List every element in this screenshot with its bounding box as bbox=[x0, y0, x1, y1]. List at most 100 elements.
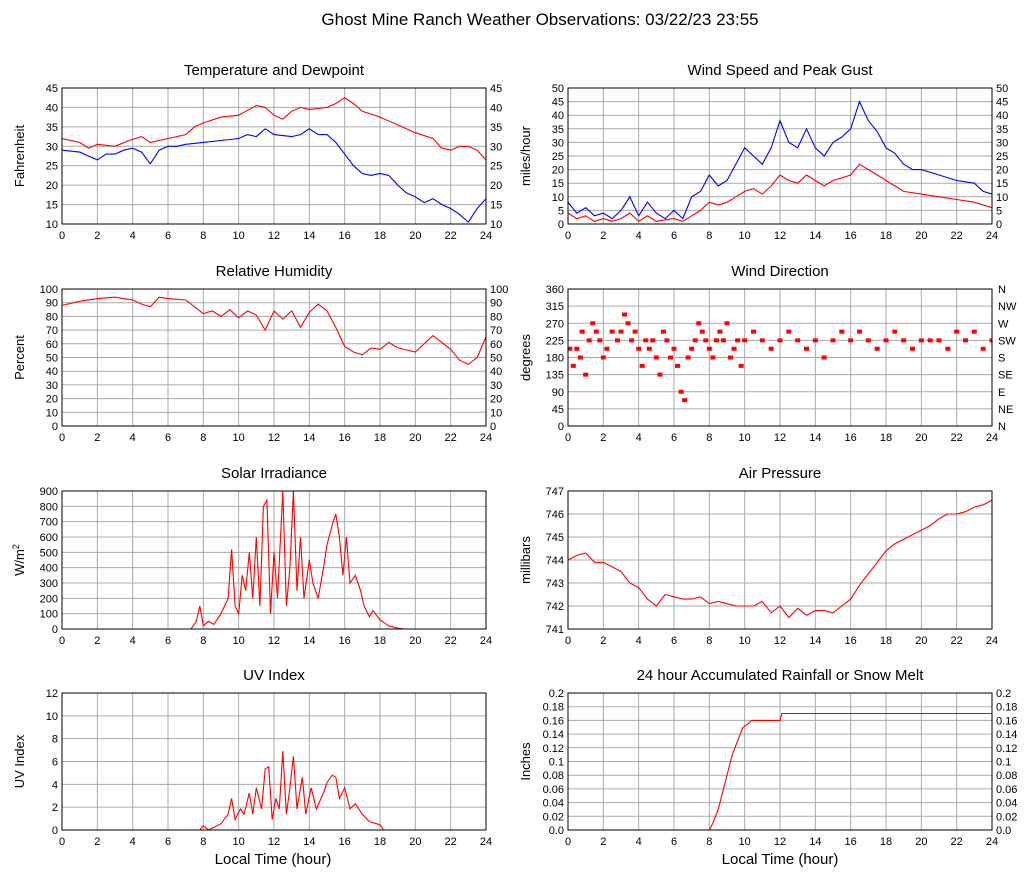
y-tick-label: 0.02 bbox=[543, 811, 564, 823]
x-tick-label: 20 bbox=[409, 432, 421, 444]
x-tick-label: 8 bbox=[706, 432, 712, 444]
x-tick-label: 8 bbox=[706, 230, 712, 242]
y-tick-label-right: 80 bbox=[490, 311, 502, 323]
x-tick-label: 14 bbox=[303, 836, 315, 848]
data-point bbox=[597, 338, 603, 343]
series-line-red bbox=[62, 296, 486, 366]
direction-label: S bbox=[998, 353, 1005, 365]
data-point bbox=[857, 329, 862, 334]
y-tick-label-right: 70 bbox=[490, 325, 502, 337]
data-point bbox=[963, 338, 968, 343]
direction-label: W bbox=[998, 318, 1009, 330]
y-tick-label: 15 bbox=[552, 178, 564, 190]
data-point bbox=[614, 338, 620, 343]
y-tick-label: 8 bbox=[52, 734, 58, 746]
y-tick-label: 600 bbox=[40, 532, 58, 544]
y-tick-label-right: 45 bbox=[996, 97, 1008, 109]
data-point bbox=[839, 329, 845, 334]
data-point bbox=[625, 321, 631, 326]
y-axis-label: Inches bbox=[518, 742, 533, 781]
data-point bbox=[568, 346, 573, 351]
x-tick-label: 18 bbox=[374, 230, 386, 242]
series-line-red bbox=[568, 712, 992, 830]
data-point bbox=[678, 389, 684, 394]
x-tick-label: 24 bbox=[986, 230, 998, 242]
x-tick-label: 4 bbox=[636, 432, 642, 444]
plot-frame bbox=[567, 87, 993, 225]
y-tick-label: 35 bbox=[46, 122, 58, 134]
data-point bbox=[910, 346, 915, 351]
chart-title: Solar Irradiance bbox=[221, 465, 327, 482]
data-point bbox=[639, 363, 645, 368]
data-point bbox=[945, 346, 951, 351]
x-tick-label: 10 bbox=[233, 836, 245, 848]
y-tick-label-right: 5 bbox=[996, 205, 1002, 217]
y-tick-label: 30 bbox=[552, 137, 564, 149]
plot-frame bbox=[61, 87, 487, 225]
x-tick-label: 16 bbox=[845, 432, 857, 444]
data-point bbox=[927, 338, 933, 343]
data-point bbox=[682, 398, 688, 403]
y-tick-label-right: 30 bbox=[490, 380, 502, 392]
y-tick-label-right: 0.06 bbox=[996, 784, 1017, 796]
x-tick-label: 18 bbox=[880, 635, 892, 647]
series-line-red bbox=[568, 163, 992, 222]
data-point bbox=[703, 338, 709, 343]
y-tick-label-right: 0.2 bbox=[996, 688, 1011, 700]
y-tick-label: 0 bbox=[558, 421, 564, 433]
data-point bbox=[586, 338, 592, 343]
y-tick-label: 0 bbox=[558, 219, 564, 231]
data-point bbox=[735, 338, 741, 343]
data-point bbox=[901, 338, 907, 343]
y-tick-label: 700 bbox=[40, 517, 58, 529]
y-tick-label: 744 bbox=[546, 555, 564, 567]
y-tick-label: 10 bbox=[46, 711, 58, 723]
y-tick-label: 747 bbox=[546, 486, 564, 498]
data-point bbox=[689, 346, 695, 351]
direction-label: NW bbox=[998, 301, 1017, 313]
y-tick-label-right: 15 bbox=[490, 200, 502, 212]
y-tick-label-right: 0 bbox=[996, 219, 1002, 231]
x-tick-label: 0 bbox=[565, 635, 571, 647]
y-tick-label: 270 bbox=[546, 318, 564, 330]
chart-title: Wind Speed and Peak Gust bbox=[687, 62, 873, 79]
y-tick-label: 15 bbox=[46, 200, 58, 212]
series-line-red bbox=[62, 750, 486, 830]
x-tick-label: 16 bbox=[339, 230, 351, 242]
chart-title: Air Pressure bbox=[739, 465, 822, 482]
data-point bbox=[768, 346, 774, 351]
y-tick-label-right: 0.04 bbox=[996, 798, 1017, 810]
data-point bbox=[874, 346, 880, 351]
y-tick-label-right: 0.02 bbox=[996, 811, 1017, 823]
data-point bbox=[667, 355, 673, 360]
x-tick-label: 10 bbox=[233, 635, 245, 647]
y-tick-label: 743 bbox=[546, 578, 564, 590]
x-tick-label: 6 bbox=[165, 836, 171, 848]
y-tick-label-right: 0.14 bbox=[996, 729, 1017, 741]
x-tick-label: 22 bbox=[951, 432, 963, 444]
x-tick-label: 6 bbox=[671, 432, 677, 444]
data-point bbox=[742, 338, 748, 343]
x-tick-label: 2 bbox=[94, 230, 100, 242]
x-tick-label: 16 bbox=[845, 836, 857, 848]
data-point bbox=[685, 355, 691, 360]
x-tick-label: 6 bbox=[165, 432, 171, 444]
x-axis-label-right: Local Time (hour) bbox=[722, 851, 839, 868]
x-tick-label: 12 bbox=[774, 635, 786, 647]
x-tick-label: 18 bbox=[374, 836, 386, 848]
y-tick-label-right: 10 bbox=[996, 192, 1008, 204]
x-tick-label: 22 bbox=[951, 635, 963, 647]
data-point bbox=[971, 329, 977, 334]
x-tick-label: 2 bbox=[600, 635, 606, 647]
x-tick-label: 8 bbox=[200, 432, 206, 444]
data-point bbox=[865, 338, 871, 343]
data-point bbox=[989, 338, 992, 343]
data-point bbox=[696, 321, 702, 326]
data-point bbox=[892, 329, 898, 334]
y-tick-label: 5 bbox=[558, 205, 564, 217]
y-tick-label: 45 bbox=[46, 83, 58, 95]
y-tick-label: 4 bbox=[52, 779, 58, 791]
data-point bbox=[629, 338, 635, 343]
